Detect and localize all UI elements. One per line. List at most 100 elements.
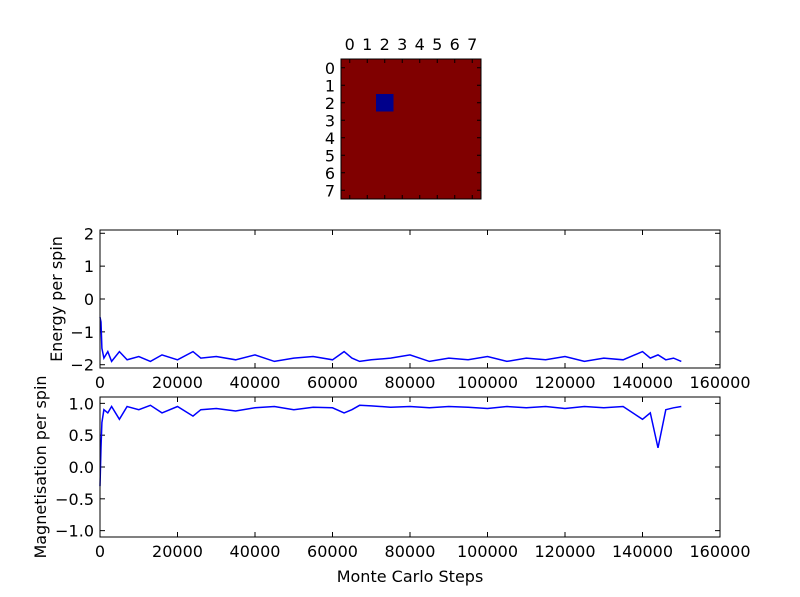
lattice-x-tick-label: 5 bbox=[432, 35, 442, 54]
magnetisation-y-tick-label: −1.0 bbox=[55, 522, 94, 541]
lattice-cell bbox=[446, 129, 464, 147]
lattice-cell bbox=[358, 164, 377, 182]
lattice-cell bbox=[341, 181, 359, 200]
magnetisation-y-tick-label: 0.5 bbox=[69, 426, 94, 445]
lattice-cell bbox=[411, 164, 429, 182]
magnetisation-series-line bbox=[99, 404, 682, 487]
lattice-cell bbox=[358, 129, 377, 147]
magnetisation-x-tick-label: 80000 bbox=[385, 542, 436, 561]
magnetisation-y-tick-label: 0.0 bbox=[69, 458, 94, 477]
lattice-cell bbox=[358, 59, 377, 77]
magnetisation-y-tick-label: −0.5 bbox=[55, 490, 94, 509]
lattice-cell bbox=[376, 164, 394, 182]
lattice-x-tick-label: 2 bbox=[380, 35, 390, 54]
lattice-x-tick-label: 3 bbox=[397, 35, 407, 54]
energy-plot-area bbox=[100, 230, 720, 368]
magnetisation-x-tick-label: 120000 bbox=[534, 542, 595, 561]
lattice-cell bbox=[446, 111, 464, 130]
energy-x-tick-label: 120000 bbox=[534, 373, 595, 392]
lattice-cell bbox=[376, 59, 394, 77]
lattice-cell bbox=[341, 129, 359, 147]
lattice-cell bbox=[446, 164, 464, 182]
lattice-y-tick-label: 6 bbox=[325, 164, 335, 183]
lattice-cell bbox=[411, 181, 429, 200]
lattice-cell bbox=[463, 181, 482, 200]
lattice-cell bbox=[341, 59, 359, 77]
lattice-x-tick-label: 6 bbox=[450, 35, 460, 54]
energy-x-tick-label: 60000 bbox=[307, 373, 358, 392]
lattice-cell bbox=[376, 76, 394, 95]
lattice-cell bbox=[376, 129, 394, 147]
energy-y-tick-label: −2 bbox=[70, 356, 94, 375]
lattice-x-tick-label: 4 bbox=[415, 35, 425, 54]
lattice-cell bbox=[393, 76, 412, 95]
lattice-cell bbox=[463, 94, 482, 112]
lattice-cell bbox=[358, 94, 377, 112]
lattice-y-tick-label: 5 bbox=[325, 146, 335, 165]
energy-series-line bbox=[99, 316, 682, 363]
lattice-cell bbox=[428, 164, 447, 182]
lattice-y-tick-label: 0 bbox=[325, 59, 335, 78]
lattice-cell bbox=[428, 94, 447, 112]
lattice-y-tick-label: 4 bbox=[325, 129, 335, 148]
magnetisation-x-tick-label: 100000 bbox=[457, 542, 518, 561]
lattice-cell bbox=[463, 129, 482, 147]
magnetisation-x-tick-label: 60000 bbox=[307, 542, 358, 561]
lattice-cell bbox=[393, 129, 412, 147]
lattice-cells bbox=[341, 59, 482, 200]
lattice-cell bbox=[463, 164, 482, 182]
lattice-cell bbox=[358, 146, 377, 165]
lattice-cell bbox=[341, 111, 359, 130]
lattice-cell bbox=[411, 146, 429, 165]
lattice-cell bbox=[411, 59, 429, 77]
lattice-cell bbox=[376, 181, 394, 200]
magnetisation-ticks: 0 20000 40000 60000 80000 100000 120000 140000 1… bbox=[55, 394, 750, 561]
lattice-cell bbox=[428, 59, 447, 77]
lattice-cell bbox=[446, 59, 464, 77]
lattice-y-tick-label: 1 bbox=[325, 76, 335, 95]
energy-y-tick-label: 1 bbox=[84, 257, 94, 276]
lattice-cell bbox=[411, 94, 429, 112]
lattice-x-tick-label: 0 bbox=[345, 35, 355, 54]
lattice-cell bbox=[411, 76, 429, 95]
lattice-cell bbox=[411, 129, 429, 147]
lattice-cell bbox=[358, 111, 377, 130]
lattice-x-tick-label: 1 bbox=[362, 35, 372, 54]
lattice-cell bbox=[411, 111, 429, 130]
lattice-cell bbox=[393, 111, 412, 130]
lattice-cell bbox=[463, 59, 482, 77]
lattice-cell bbox=[463, 111, 482, 130]
energy-panel: 0 20000 40000 60000 80000 100000 120000 140000 1… bbox=[47, 224, 751, 392]
energy-y-tick-label: −1 bbox=[70, 323, 94, 342]
energy-ticks: 0 20000 40000 60000 80000 100000 120000 140000 1… bbox=[70, 224, 750, 392]
lattice-cell bbox=[341, 76, 359, 95]
energy-x-tick-label: 100000 bbox=[457, 373, 518, 392]
lattice-cell bbox=[393, 164, 412, 182]
lattice-y-tick-label: 7 bbox=[325, 181, 335, 200]
lattice-cell bbox=[428, 111, 447, 130]
magnetisation-x-tick-label: 0 bbox=[95, 542, 105, 561]
magnetisation-y-axis-label: Magnetisation per spin bbox=[31, 375, 50, 558]
lattice-cell bbox=[393, 59, 412, 77]
energy-x-tick-label: 160000 bbox=[689, 373, 750, 392]
energy-x-tick-label: 0 bbox=[95, 373, 105, 392]
energy-y-tick-label: 2 bbox=[84, 224, 94, 243]
lattice-cell bbox=[428, 146, 447, 165]
lattice-cell bbox=[358, 76, 377, 95]
energy-axes-frame bbox=[99, 229, 721, 369]
lattice-cell bbox=[446, 76, 464, 95]
lattice-cell bbox=[341, 164, 359, 182]
energy-y-tick-label: 0 bbox=[84, 290, 94, 309]
lattice-cell bbox=[358, 181, 377, 200]
energy-x-tick-label: 40000 bbox=[230, 373, 281, 392]
lattice-cell bbox=[376, 111, 394, 130]
lattice-cell bbox=[446, 181, 464, 200]
energy-x-tick-label: 80000 bbox=[385, 373, 436, 392]
magnetisation-plot-area bbox=[100, 397, 720, 537]
magnetisation-y-tick-label: 1.0 bbox=[69, 394, 94, 413]
magnetisation-x-tick-label: 40000 bbox=[230, 542, 281, 561]
lattice-cell bbox=[393, 181, 412, 200]
lattice-cell bbox=[463, 76, 482, 95]
